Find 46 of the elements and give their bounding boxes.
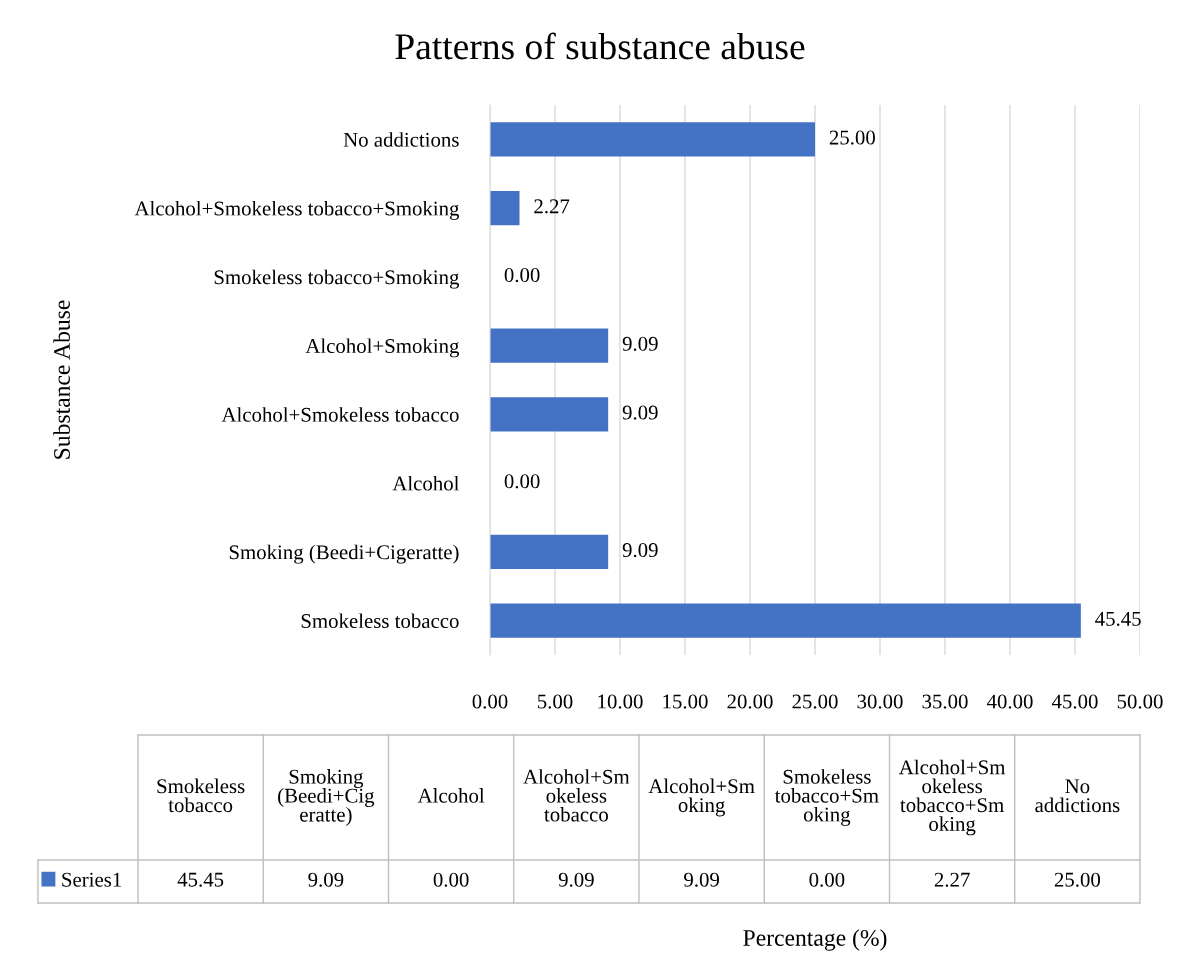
y-tick-label: Alcohol+Smoking [305,338,460,358]
x-tick-label: 15.00 [663,694,708,709]
x-tick-label: 5.00 [537,694,573,709]
text: 25.00 [1054,872,1101,887]
x-tick-label: 10.00 [598,694,643,709]
category-label: Smokeless tobacco+Smoking [774,769,879,826]
x-tick-label: 30.00 [857,694,903,709]
text: 2.27 [934,872,970,887]
y-tick-label: Smokeless tobacco [301,613,459,629]
chart-title: Patterns of substance abuse [395,32,805,60]
x-tick-label: 50.00 [1117,694,1163,709]
category-label: No addictions [1035,779,1120,813]
x-tick-label: 20.00 [727,694,773,709]
x-tick-label: 25.00 [792,694,838,709]
text: 0.00 [809,872,845,887]
data-label: 0.00 [504,268,540,283]
text: 0.00 [433,872,469,887]
y-tick-label: Smoking (Beedi+Cigeratte) [229,544,459,564]
data-label: 45.45 [1095,611,1141,626]
x-tick-label: 45.00 [1051,694,1098,709]
data-label: 0.00 [504,474,540,489]
y-axis-title: Substance Abuse [53,300,70,459]
x-tick-label: 40.00 [986,694,1033,709]
data-label: 9.09 [622,336,658,351]
x-tick-label: 35.00 [922,694,968,709]
data-label: 25.00 [829,130,875,145]
y-tick-label: Alcohol+Smokeless tobacco+Smoking [134,200,460,220]
y-tick-label: No addictions [343,132,459,147]
legend-label: Series1 [62,872,121,887]
category-label: Alcohol [417,788,485,803]
x-tick-label: 0.00 [472,694,508,709]
text: Percentage (%) [743,929,887,951]
text: 9.09 [684,872,719,887]
text: 9.09 [308,872,344,887]
text: 9.09 [558,872,594,887]
text: 45.45 [177,872,224,887]
y-tick-label: Smokeless tobacco+Smoking [214,269,460,289]
data-label: 2.27 [534,199,570,214]
data-label: 9.09 [622,405,658,420]
category-label: Alcohol+Smokeless tobacco+Smoking [899,759,1006,836]
category-label: Alcohol+Smokeless tobacco [523,769,630,822]
y-tick-label: Alcohol+Smokeless tobacco [221,407,459,422]
category-label: Smokeless tobacco [157,778,245,813]
data-label: 9.09 [622,543,658,558]
y-tick-label: Alcohol [392,475,460,491]
category-label: Alcohol+Smoking [648,778,755,817]
